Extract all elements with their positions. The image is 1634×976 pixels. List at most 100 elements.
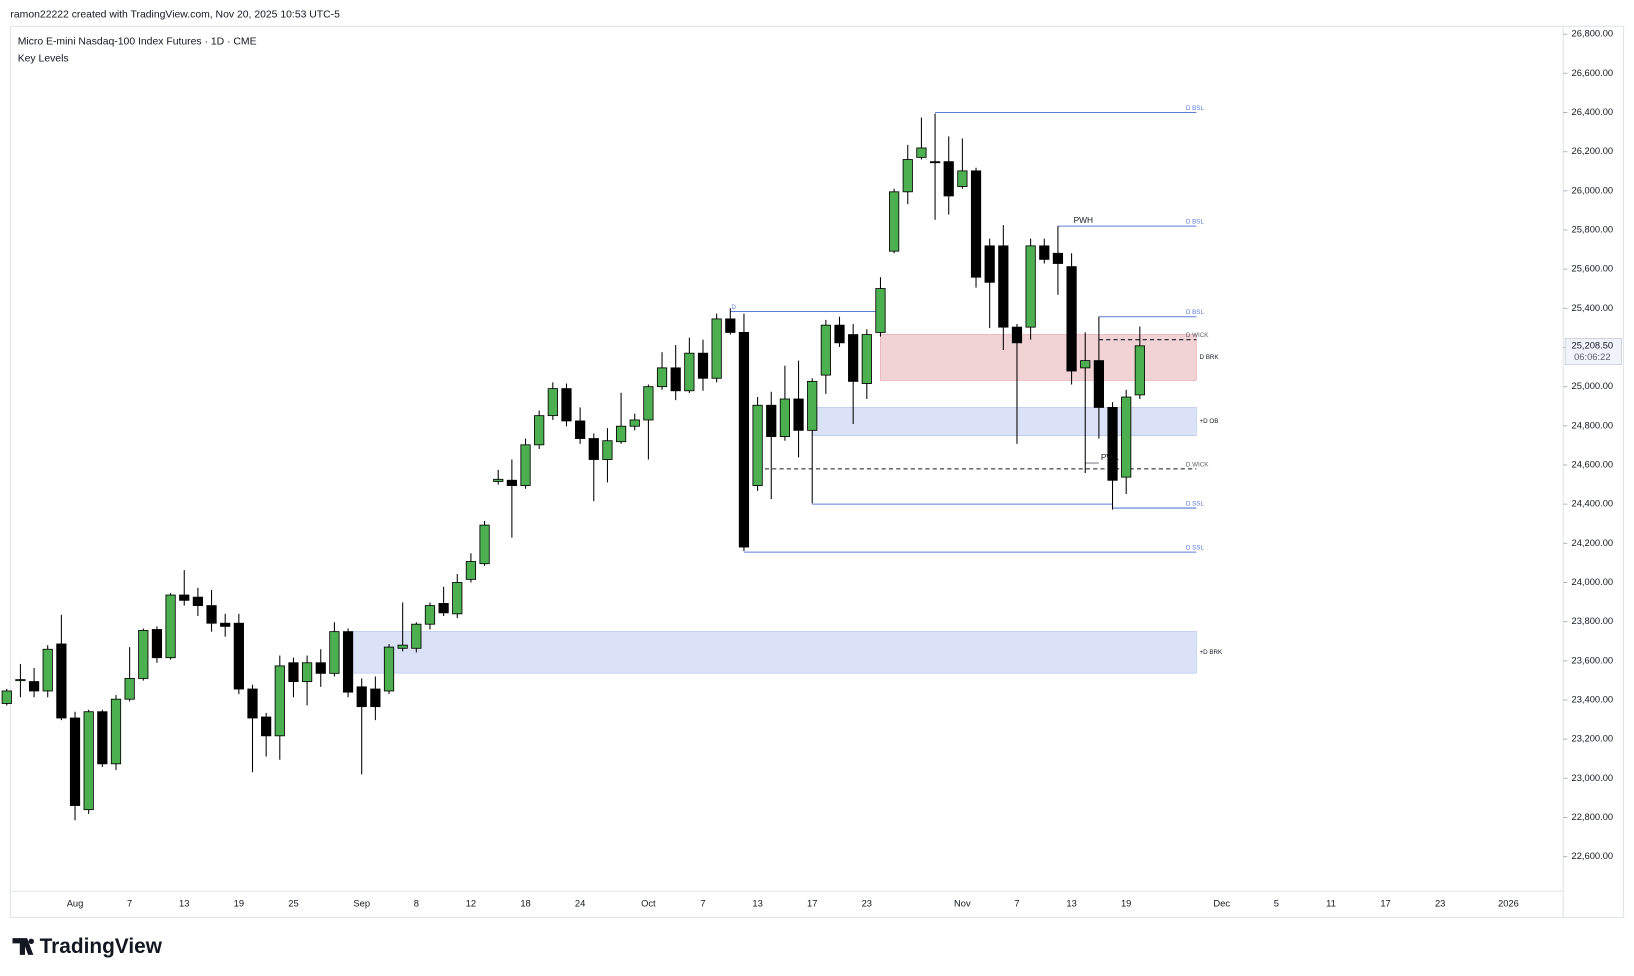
y-tick-label: 22,800.00	[1571, 812, 1613, 822]
candle-body	[83, 711, 94, 811]
y-tick-label: 23,800.00	[1571, 616, 1613, 626]
x-tick-label: 2026	[1498, 898, 1519, 908]
candle-body	[766, 404, 777, 438]
y-tick-label: 24,000.00	[1571, 577, 1613, 587]
zone-label: D BRK	[1199, 354, 1219, 361]
candle-body	[247, 688, 258, 719]
logo-mark	[12, 938, 34, 955]
y-tick-label: 24,600.00	[1571, 459, 1613, 469]
y-tick-label: 23,000.00	[1571, 773, 1613, 783]
candle-body	[1093, 360, 1104, 408]
candle-body	[520, 444, 531, 486]
candle-body	[465, 561, 477, 580]
y-tick-label: 26,200.00	[1571, 146, 1613, 156]
zone	[347, 631, 1197, 674]
candle-body	[943, 161, 954, 197]
candle-body	[643, 386, 654, 421]
y-tick-label: 26,400.00	[1571, 107, 1613, 117]
y-tick-label: 25,800.00	[1571, 224, 1613, 234]
y-tick-label: 26,600.00	[1571, 68, 1613, 78]
y-tick-label: 26,000.00	[1571, 185, 1613, 195]
candle-body	[670, 367, 681, 392]
candle-body	[848, 334, 859, 382]
candle-body	[916, 147, 927, 158]
credit: ramon22222 created with TradingView.com,…	[10, 10, 340, 21]
candle-body	[15, 679, 26, 682]
x-tick-label: 17	[807, 898, 817, 908]
candle-body	[656, 367, 668, 388]
y-tick-label: 23,600.00	[1571, 655, 1613, 665]
candle-body	[998, 245, 1009, 328]
candle-body	[738, 332, 750, 548]
y-tick-label: 24,800.00	[1571, 420, 1613, 430]
candle-body	[834, 324, 845, 344]
candle-body	[861, 334, 872, 384]
x-tick-label: 5	[1274, 898, 1279, 908]
zone-label: +D BRK	[1199, 649, 1223, 656]
x-tick-label: 7	[700, 898, 705, 908]
candle-body	[301, 662, 313, 682]
candle-body	[42, 648, 53, 692]
candle-body	[1, 690, 12, 704]
candle-body	[575, 420, 586, 439]
candle-body	[138, 630, 149, 679]
candle-body	[1121, 396, 1132, 478]
candle-body	[1052, 252, 1064, 264]
zone	[811, 407, 1197, 436]
x-tick-label: 23	[1435, 898, 1445, 908]
zone	[880, 334, 1197, 381]
candle-body	[807, 380, 818, 431]
y-tick-label: 23,400.00	[1571, 694, 1613, 704]
candle-body	[561, 388, 572, 422]
last-price-label: 25,208.50	[1571, 340, 1613, 350]
candle-body	[929, 161, 941, 164]
candle-body	[397, 644, 408, 649]
x-tick-label: 17	[1380, 898, 1390, 908]
x-tick-label: 19	[234, 898, 244, 908]
candle-body	[315, 662, 326, 674]
x-tick-label: 7	[127, 898, 132, 908]
candle-body	[165, 594, 176, 659]
level-label: D WICK	[1186, 332, 1209, 339]
candle-body	[752, 404, 763, 486]
candle-body	[957, 170, 968, 187]
candle-body	[110, 698, 122, 765]
candle-body	[602, 440, 613, 460]
candle-body	[615, 425, 627, 443]
candle-body	[588, 438, 599, 460]
x-tick-label: 13	[752, 898, 762, 908]
chart-frame	[9, 25, 1625, 918]
brand-name: TradingView	[40, 935, 163, 958]
level-label: D BSL	[1186, 105, 1205, 112]
x-tick-label: 13	[179, 898, 189, 908]
level-label: D WICK	[1186, 461, 1209, 468]
candle-body	[1039, 245, 1050, 260]
y-tick-label: 25,400.00	[1571, 303, 1613, 313]
candle-body	[342, 631, 354, 693]
candle-body	[875, 288, 886, 333]
candle-body	[124, 678, 135, 700]
x-tick-label: Sep	[353, 898, 370, 908]
candle-body	[424, 605, 436, 625]
candle-body	[370, 688, 381, 708]
level-tag: PWH	[1074, 215, 1093, 225]
candle-body	[684, 352, 695, 392]
candle-body	[28, 681, 40, 692]
candle-body	[56, 643, 67, 719]
y-tick-label: 23,200.00	[1571, 734, 1613, 744]
candle-body	[1134, 345, 1145, 396]
candle-body	[1080, 360, 1091, 369]
x-tick-label: Aug	[67, 898, 84, 908]
candle-body	[779, 398, 791, 438]
candle-body	[793, 398, 804, 431]
candle-body	[151, 629, 163, 659]
candle-body	[1066, 266, 1077, 372]
level-label: D SSL	[1186, 501, 1205, 508]
candle-body	[970, 170, 982, 278]
plot-area: D BRK +D OB +D BRK D BSL D BSL PWH D D BSL D WIC…	[1, 105, 1223, 821]
candle-body	[452, 582, 463, 615]
candle-body	[711, 318, 722, 379]
candle-body	[192, 596, 203, 607]
candle-body	[383, 646, 395, 692]
